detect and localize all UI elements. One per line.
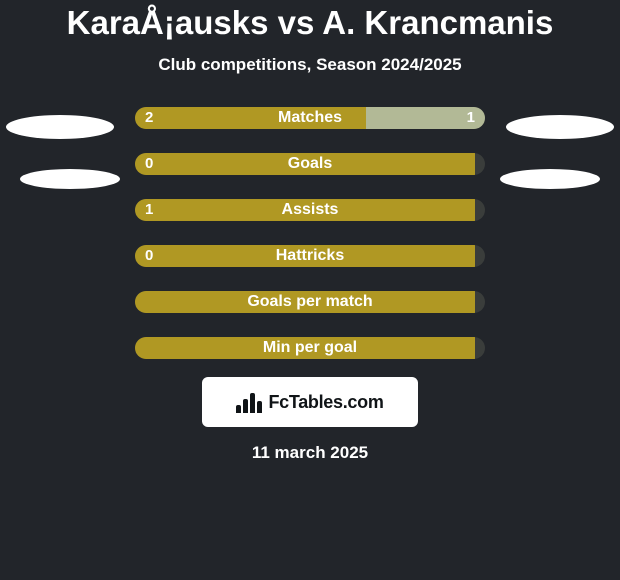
generated-date: 11 march 2025 [0,443,620,463]
bar-left [135,245,475,267]
player-silhouette [500,169,600,189]
player-silhouette [20,169,120,189]
stat-row: Matches21 [135,107,485,129]
stat-row: Min per goal [135,337,485,359]
bar-left [135,107,366,129]
bar-left [135,291,475,313]
bar-right [366,107,485,129]
branding-badge: FcTables.com [202,377,418,427]
comparison-chart: Matches21 Goals0 Assists1 Hattricks0 Goals p… [0,107,620,359]
stat-row: Assists1 [135,199,485,221]
player-silhouette [6,115,114,139]
bar-left [135,199,475,221]
branding-text: FcTables.com [268,392,383,413]
stat-rows: Matches21 Goals0 Assists1 Hattricks0 Goals p… [135,107,485,359]
stat-row: Goals0 [135,153,485,175]
page-title: KaraÅ¡ausks vs A. Krancmanis [0,0,620,43]
bar-left [135,337,475,359]
player-silhouette [506,115,614,139]
bar-left [135,153,475,175]
stat-row: Goals per match [135,291,485,313]
bar-chart-icon [236,391,262,413]
page-subtitle: Club competitions, Season 2024/2025 [0,55,620,75]
stat-row: Hattricks0 [135,245,485,267]
comparison-card: KaraÅ¡ausks vs A. Krancmanis Club compet… [0,0,620,580]
